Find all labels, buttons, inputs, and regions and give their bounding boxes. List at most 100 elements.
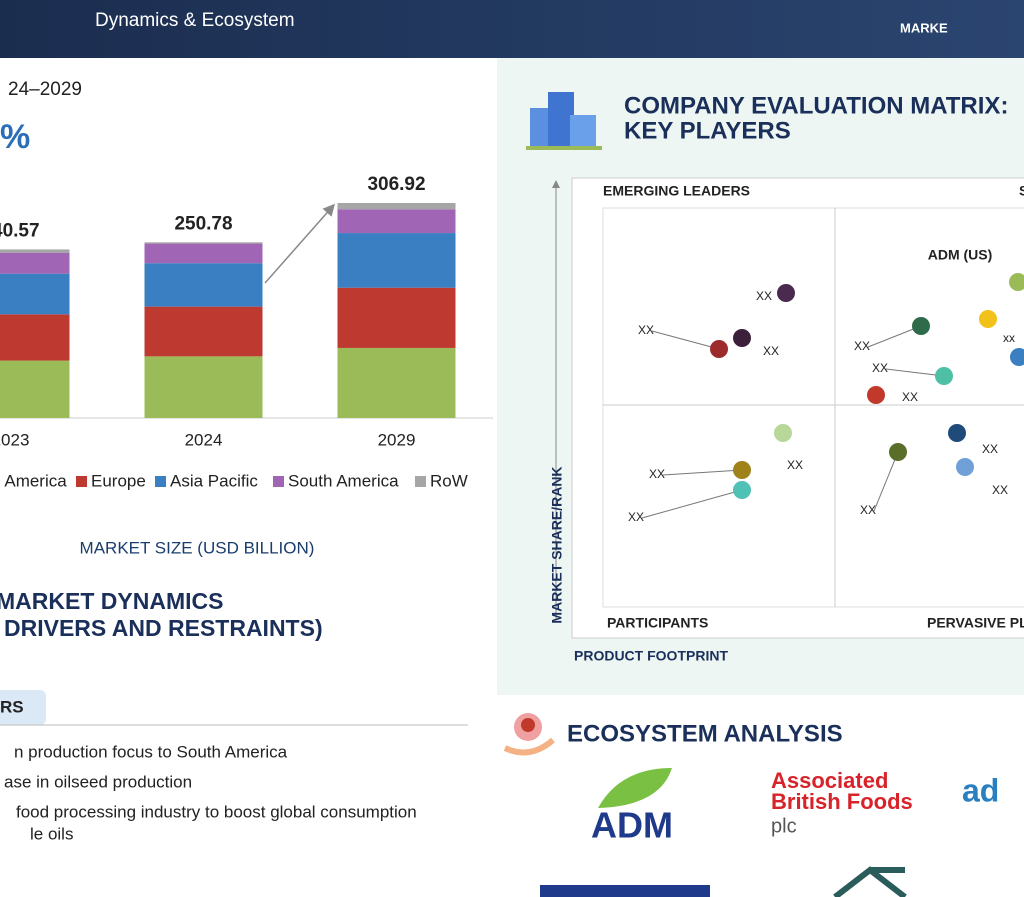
total-label: 250.78 bbox=[174, 213, 232, 234]
company-point bbox=[1009, 273, 1024, 291]
bar-segment bbox=[0, 249, 70, 253]
company-label: XX bbox=[992, 483, 1008, 497]
bar-segment bbox=[144, 306, 263, 357]
company-point bbox=[710, 340, 728, 358]
company-point bbox=[912, 317, 930, 335]
company-point bbox=[733, 481, 751, 499]
matrix-title: COMPANY EVALUATION MATRIX: bbox=[624, 92, 1008, 119]
company-label: XX bbox=[756, 289, 772, 303]
ecosystem-icon bbox=[503, 713, 555, 756]
brand: MARKE bbox=[900, 20, 948, 35]
company-point bbox=[889, 443, 907, 461]
x-axis-title: MARKET SIZE (USD BILLION) bbox=[80, 538, 315, 557]
y-axis-title: MARKET SHARE/RANK bbox=[549, 466, 565, 623]
x-tick-label: 2023 bbox=[0, 430, 29, 449]
x-tick-label: 2024 bbox=[185, 430, 223, 449]
header-title: Dynamics & Ecosystem bbox=[95, 10, 295, 31]
tab-label: RS bbox=[0, 697, 24, 716]
legend-swatch bbox=[273, 476, 284, 487]
total-label: 240.57 bbox=[0, 220, 40, 241]
company-label: ADM (US) bbox=[928, 247, 993, 263]
logo: Associated bbox=[771, 768, 888, 793]
matrix-plot bbox=[602, 207, 1024, 608]
cagr: % bbox=[0, 118, 30, 156]
dynamics-title: MARKET DYNAMICS bbox=[0, 588, 223, 614]
ecosystem-title: ECOSYSTEM ANALYSIS bbox=[567, 720, 843, 747]
bar-segment bbox=[0, 360, 70, 418]
company-label: xx bbox=[1003, 331, 1015, 345]
dynamics-subtitle: DRIVERS AND RESTRAINTS) bbox=[4, 615, 323, 641]
matrix-frame bbox=[571, 177, 1024, 639]
period: 24–2029 bbox=[8, 79, 82, 100]
bullet: n production focus to South America bbox=[14, 742, 288, 761]
building-icon bbox=[526, 92, 602, 150]
bar-segment bbox=[337, 209, 456, 234]
header-bar bbox=[0, 0, 1024, 58]
legend-swatch bbox=[76, 476, 87, 487]
company-point bbox=[733, 461, 751, 479]
bar-segment bbox=[144, 242, 263, 244]
company-point bbox=[956, 458, 974, 476]
company-point bbox=[733, 329, 751, 347]
company-label: XX bbox=[854, 339, 870, 353]
legend-label: North America bbox=[0, 471, 67, 490]
leader bbox=[885, 368, 945, 377]
company-point bbox=[867, 386, 885, 404]
growth-arrow bbox=[264, 203, 335, 284]
logo: ad bbox=[962, 772, 999, 808]
tab bbox=[0, 690, 46, 725]
company-point bbox=[1010, 348, 1024, 366]
legend-label: Europe bbox=[91, 471, 146, 490]
bullet: food processing industry to boost global… bbox=[16, 802, 417, 821]
x-tick-label: 2029 bbox=[378, 430, 416, 449]
logo: ADM bbox=[591, 805, 673, 846]
leader bbox=[867, 325, 922, 348]
company-label: XX bbox=[628, 510, 644, 524]
bar-segment bbox=[337, 287, 456, 348]
matrix-subtitle: KEY PLAYERS bbox=[624, 117, 791, 144]
logo: plc bbox=[771, 815, 797, 837]
company-point bbox=[774, 424, 792, 442]
quadrant-label: PERVASIVE PL bbox=[927, 615, 1024, 631]
logo: British Foods bbox=[771, 789, 913, 814]
legend-swatch bbox=[415, 476, 426, 487]
legend-swatch bbox=[155, 476, 166, 487]
x-axis-title: PRODUCT FOOTPRINT bbox=[574, 648, 728, 664]
adm-leaf bbox=[598, 768, 672, 808]
bullet: le oils bbox=[30, 824, 73, 843]
bullet: ase in oilseed production bbox=[4, 772, 192, 791]
quadrant-label: S bbox=[1019, 183, 1024, 199]
bar-segment bbox=[144, 356, 263, 418]
logo-mark bbox=[833, 866, 907, 897]
legend-label: South America bbox=[288, 471, 399, 490]
company-point bbox=[979, 310, 997, 328]
logo-mark bbox=[540, 885, 710, 897]
company-point bbox=[948, 424, 966, 442]
quadrant-label: EMERGING LEADERS bbox=[603, 183, 750, 199]
bar-segment bbox=[144, 263, 263, 307]
company-label: XX bbox=[902, 390, 918, 404]
company-label: XX bbox=[860, 503, 876, 517]
bar-segment bbox=[337, 233, 456, 288]
leader bbox=[641, 489, 743, 519]
legend-label: RoW bbox=[430, 471, 468, 490]
company-label: XX bbox=[763, 344, 779, 358]
leader bbox=[662, 469, 743, 476]
bar-segment bbox=[337, 203, 456, 210]
bar-segment bbox=[144, 243, 263, 264]
bar-segment bbox=[337, 347, 456, 418]
leader bbox=[651, 330, 720, 350]
company-label: XX bbox=[649, 467, 665, 481]
quadrant-label: PARTICIPANTS bbox=[607, 615, 708, 631]
total-label: 306.92 bbox=[367, 174, 425, 195]
bar-segment bbox=[0, 252, 70, 274]
company-point bbox=[935, 367, 953, 385]
legend-label: Asia Pacific bbox=[170, 471, 258, 490]
company-label: XX bbox=[787, 458, 803, 472]
bar-segment bbox=[0, 314, 70, 361]
company-label: XX bbox=[872, 361, 888, 375]
leader bbox=[873, 451, 899, 512]
company-label: XX bbox=[638, 323, 654, 337]
